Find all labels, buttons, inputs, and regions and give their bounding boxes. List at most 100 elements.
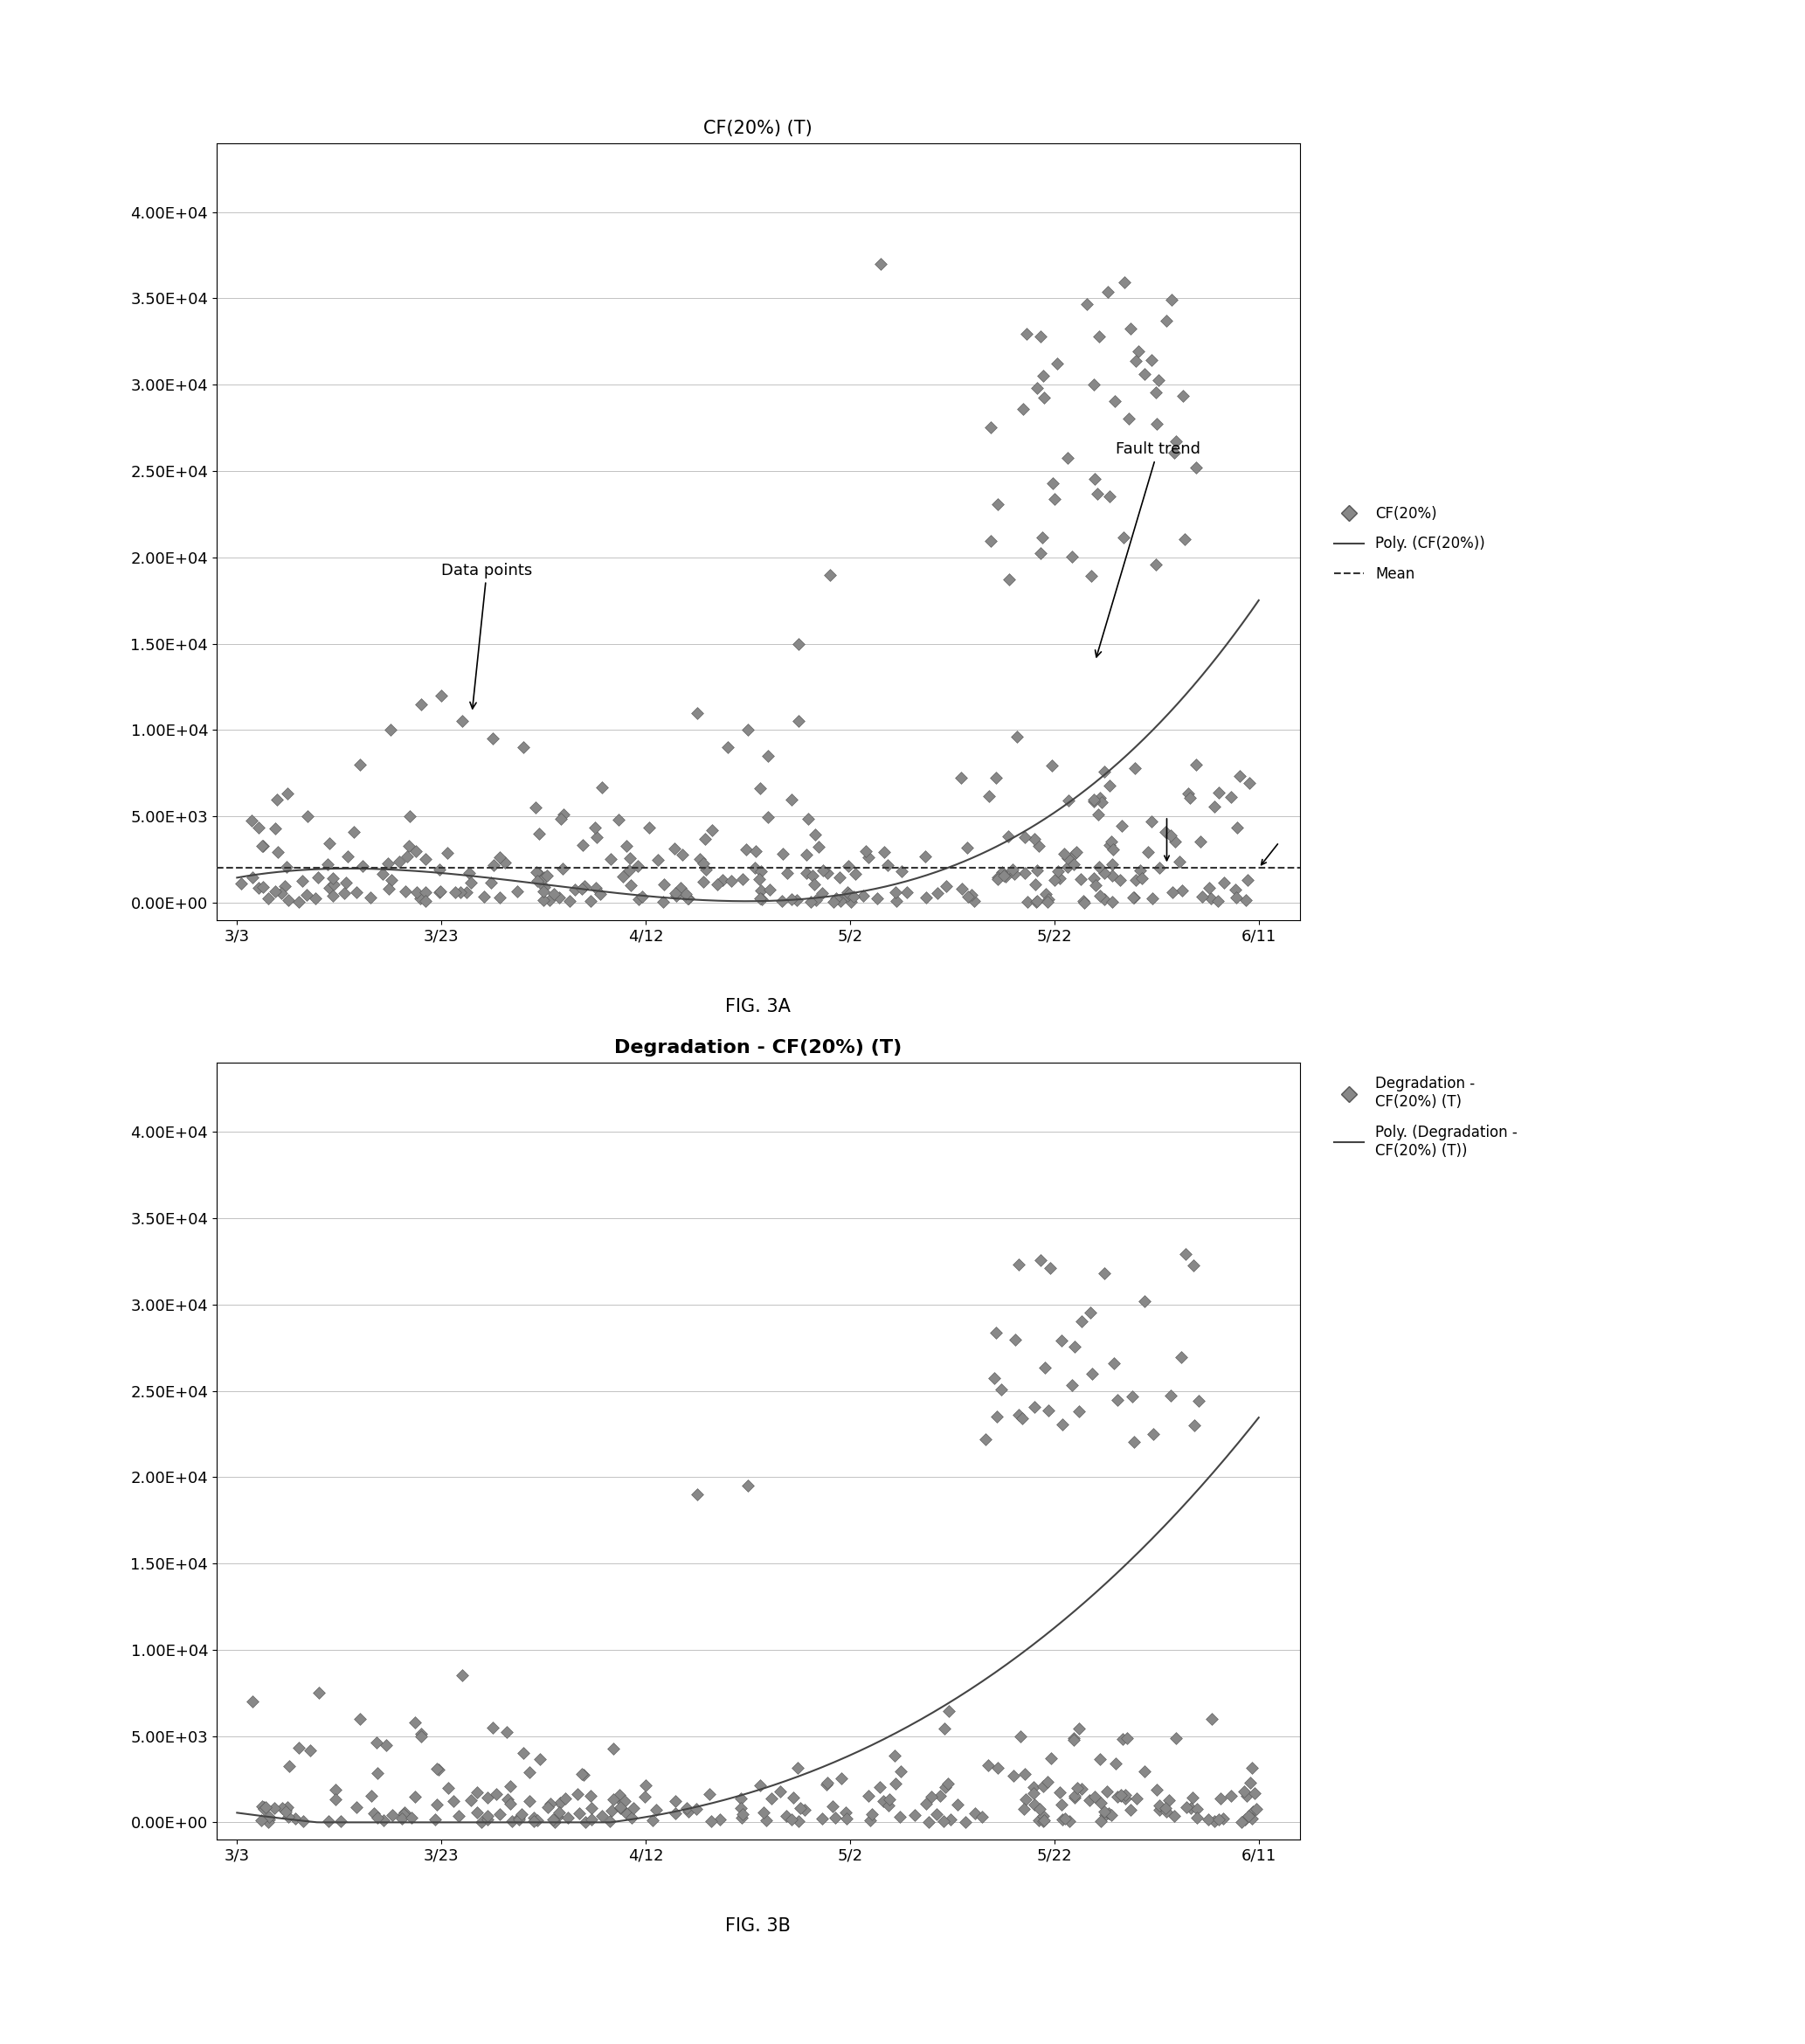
- Point: [1085, 850, 1114, 883]
- Point: [800, 869, 828, 901]
- Point: [403, 875, 431, 908]
- Point: [1011, 856, 1040, 889]
- Point: [809, 854, 838, 887]
- Point: [706, 1803, 735, 1836]
- Point: [540, 877, 569, 910]
- Point: [1043, 854, 1072, 887]
- Point: [886, 1754, 915, 1786]
- Point: [922, 1797, 951, 1829]
- Point: [1137, 805, 1166, 838]
- Point: [1144, 852, 1173, 885]
- Point: [255, 1805, 283, 1838]
- Point: [273, 777, 301, 809]
- Point: [1204, 885, 1233, 918]
- Point: [393, 830, 422, 863]
- Point: [554, 1801, 583, 1833]
- Point: [776, 883, 805, 916]
- Point: [1119, 881, 1148, 914]
- Point: [1184, 1384, 1213, 1416]
- Point: [424, 1754, 453, 1786]
- Point: [1097, 826, 1126, 858]
- Point: [271, 871, 300, 903]
- Point: [973, 1750, 1002, 1782]
- Point: [912, 881, 940, 914]
- Point: [673, 881, 702, 914]
- Point: [1027, 1245, 1056, 1278]
- Point: [951, 1805, 980, 1838]
- Point: [316, 871, 345, 903]
- Point: [255, 881, 283, 914]
- Point: [1094, 480, 1123, 513]
- Point: [1061, 1780, 1090, 1813]
- Point: [227, 867, 256, 899]
- Point: [765, 1774, 794, 1807]
- Point: [318, 863, 347, 895]
- Point: [1034, 883, 1063, 916]
- Point: [1162, 1721, 1191, 1754]
- Point: [318, 879, 347, 912]
- Point: [343, 1791, 372, 1823]
- Point: [960, 885, 989, 918]
- Point: [292, 879, 321, 912]
- Point: [1069, 885, 1097, 918]
- Point: [942, 1788, 971, 1821]
- Point: [702, 869, 731, 901]
- Point: [1141, 548, 1170, 580]
- Point: [1047, 1803, 1076, 1836]
- Point: [1161, 1799, 1189, 1831]
- Point: [1072, 288, 1101, 321]
- Legend: CF(20%), Poly. (CF(20%)), Mean: CF(20%), Poly. (CF(20%)), Mean: [1328, 501, 1491, 589]
- Point: [1078, 1357, 1106, 1390]
- Point: [1217, 1778, 1245, 1811]
- Point: [1179, 1782, 1208, 1815]
- Point: [356, 881, 384, 914]
- Point: [1094, 276, 1123, 309]
- Point: [249, 1791, 278, 1823]
- Point: [1070, 887, 1099, 920]
- Point: [729, 863, 758, 895]
- Point: [390, 1797, 419, 1829]
- Point: [1222, 881, 1251, 914]
- Point: [982, 1316, 1011, 1349]
- Point: [1233, 1780, 1262, 1813]
- Point: [433, 836, 462, 869]
- Point: [834, 875, 863, 908]
- Point: [1097, 885, 1126, 918]
- Point: [1038, 466, 1067, 499]
- Point: [283, 885, 312, 918]
- Point: [868, 1784, 897, 1817]
- Point: [547, 852, 576, 885]
- Point: [783, 1752, 812, 1784]
- Point: [1079, 863, 1108, 895]
- Point: [1060, 1331, 1088, 1363]
- Point: [1200, 1805, 1229, 1838]
- Point: [1083, 799, 1112, 832]
- Point: [989, 861, 1018, 893]
- Point: [1040, 863, 1069, 895]
- Point: [1119, 1425, 1148, 1457]
- Point: [1106, 865, 1135, 897]
- Point: [599, 1733, 628, 1766]
- Point: [1025, 321, 1054, 354]
- Point: [480, 848, 509, 881]
- Point: [1130, 1286, 1159, 1318]
- Point: [1004, 1249, 1032, 1282]
- Point: [482, 1778, 511, 1811]
- Point: [809, 1803, 838, 1836]
- Point: [1029, 382, 1058, 415]
- Point: [782, 883, 810, 916]
- Point: [536, 1786, 565, 1819]
- Point: [543, 1801, 572, 1833]
- Point: [901, 1799, 930, 1831]
- Point: [1090, 1795, 1119, 1827]
- Point: [375, 713, 404, 746]
- Point: [289, 1805, 318, 1838]
- Point: [1168, 1341, 1197, 1374]
- Point: [493, 1715, 522, 1748]
- Point: [368, 858, 397, 891]
- Point: [422, 1788, 451, 1821]
- Point: [255, 1803, 283, 1836]
- Point: [1060, 1721, 1088, 1754]
- Point: [1076, 1296, 1105, 1329]
- Point: [852, 834, 881, 867]
